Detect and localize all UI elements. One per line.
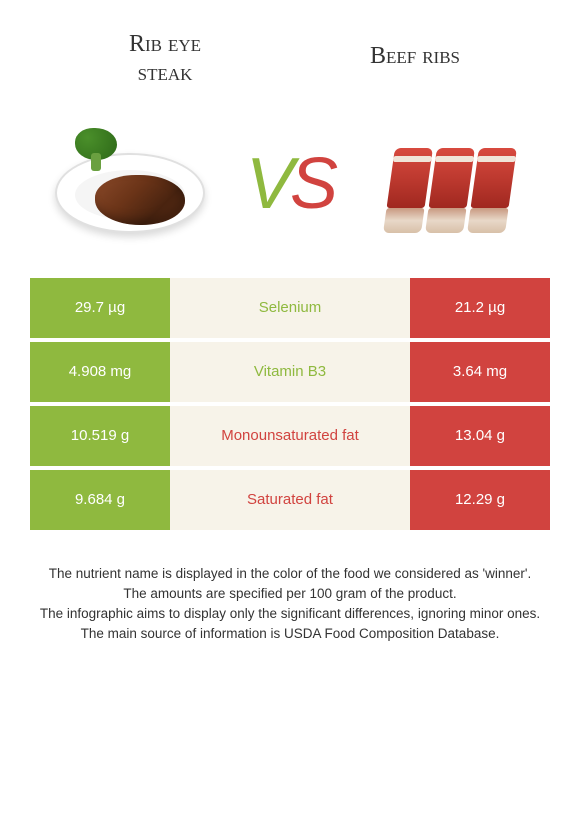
footer-line-4: The main source of information is USDA F…	[25, 624, 555, 644]
cell-right-value: 13.04 g	[410, 406, 550, 466]
steak-icon	[95, 175, 185, 225]
footer-notes: The nutrient name is displayed in the co…	[0, 534, 580, 645]
cell-left-value: 9.684 g	[30, 470, 170, 530]
vs-s: S	[290, 143, 334, 223]
cell-nutrient-name: Vitamin B3	[170, 342, 410, 402]
headers-row: Rib eyesteak Beef ribs	[0, 0, 580, 98]
table-row: 9.684 gSaturated fat12.29 g	[30, 470, 550, 530]
table-row: 29.7 µgSelenium21.2 µg	[30, 278, 550, 338]
footer-line-1: The nutrient name is displayed in the co…	[25, 564, 555, 584]
footer-line-2: The amounts are specified per 100 gram o…	[25, 584, 555, 604]
cell-nutrient-name: Saturated fat	[170, 470, 410, 530]
cell-left-value: 4.908 mg	[30, 342, 170, 402]
cell-right-value: 21.2 µg	[410, 278, 550, 338]
cell-right-value: 3.64 mg	[410, 342, 550, 402]
cell-right-value: 12.29 g	[410, 470, 550, 530]
ribs-icon	[365, 133, 535, 233]
right-food-image	[360, 118, 540, 248]
broccoli-icon	[75, 128, 125, 173]
cell-left-value: 10.519 g	[30, 406, 170, 466]
left-food-title: Rib eyesteak	[40, 30, 290, 88]
vs-label: VS	[246, 142, 334, 224]
table-row: 4.908 mgVitamin B33.64 mg	[30, 342, 550, 402]
footer-line-3: The infographic aims to display only the…	[25, 604, 555, 624]
comparison-table: 29.7 µgSelenium21.2 µg4.908 mgVitamin B3…	[30, 278, 550, 530]
cell-nutrient-name: Selenium	[170, 278, 410, 338]
cell-left-value: 29.7 µg	[30, 278, 170, 338]
table-row: 10.519 gMonounsaturated fat13.04 g	[30, 406, 550, 466]
left-food-image	[40, 118, 220, 248]
vs-v: V	[246, 143, 290, 223]
images-row: VS	[0, 98, 580, 278]
right-food-title: Beef ribs	[290, 30, 540, 88]
cell-nutrient-name: Monounsaturated fat	[170, 406, 410, 466]
